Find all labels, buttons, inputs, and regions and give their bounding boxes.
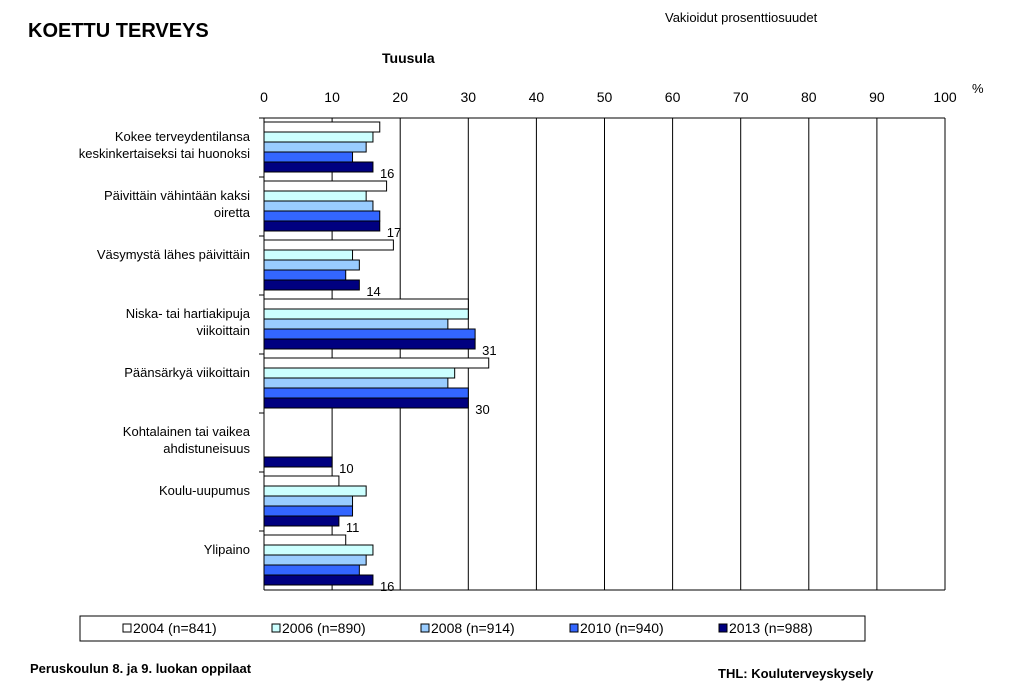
note: Vakioidut prosenttiosuudet: [665, 10, 818, 25]
bar: [263, 279, 360, 291]
data-label: 16: [380, 579, 394, 594]
bar: [263, 210, 381, 222]
data-label: 16: [380, 166, 394, 181]
bar: [263, 151, 354, 163]
x-tick-label: 10: [324, 89, 340, 105]
category-label: Koulu-uupumus: [158, 483, 250, 498]
legend-label: 2013 (n=988): [729, 620, 813, 636]
legend-box: [79, 615, 866, 642]
bar: [263, 377, 449, 389]
chart-title: KOETTU TERVEYS: [28, 20, 209, 42]
x-tick-label: 30: [461, 89, 477, 105]
category-label: Väsymystä lähes päivittäin: [96, 247, 250, 262]
legend-label: 2004 (n=841): [133, 620, 217, 636]
category-label: Kokee terveydentilansa keskinkertaiseksi…: [78, 129, 250, 161]
data-label: 14: [366, 284, 380, 299]
x-tick-label: 90: [869, 89, 885, 105]
axis-unit: %: [972, 81, 984, 96]
x-tick-label: 70: [733, 89, 749, 105]
category-label: Niska- tai hartiakipuja viikoittain: [125, 306, 250, 338]
bar: [263, 475, 340, 487]
x-tick-label: 60: [665, 89, 681, 105]
legend-swatch: [122, 623, 132, 633]
bar: [263, 190, 367, 202]
data-label: 10: [339, 461, 353, 476]
bar: [263, 357, 490, 369]
bar: [263, 308, 469, 320]
bar: [263, 220, 381, 232]
bar: [263, 200, 374, 212]
bar: [263, 180, 388, 192]
legend-label: 2008 (n=914): [431, 620, 515, 636]
bar: [263, 544, 374, 556]
data-label: 17: [387, 225, 401, 240]
bar: [263, 387, 469, 399]
footer-right: THL: Kouluterveyskysely: [718, 666, 874, 681]
x-tick-label: 80: [801, 89, 817, 105]
category-label: Kohtalainen tai vaikea ahdistuneisuus: [122, 424, 250, 456]
bar: [263, 574, 374, 586]
bar: [263, 367, 456, 379]
legend-swatch: [718, 623, 728, 633]
bar: [263, 515, 340, 527]
bar: [263, 269, 347, 281]
x-tick-label: 100: [933, 89, 957, 105]
bar: [263, 318, 449, 330]
bar: [263, 495, 354, 507]
category-label: Päänsärkyä viikoittain: [124, 365, 250, 380]
legend-swatch: [420, 623, 430, 633]
category-label: Ylipaino: [203, 542, 250, 557]
x-tick-label: 50: [597, 89, 613, 105]
bar: [263, 397, 469, 409]
data-label: 31: [482, 343, 496, 358]
bar: [263, 505, 354, 517]
data-label: 30: [475, 402, 489, 417]
bar: [263, 554, 367, 566]
legend-label: 2010 (n=940): [580, 620, 664, 636]
bar: [263, 534, 347, 546]
bar: [263, 131, 374, 143]
subtitle: Tuusula: [382, 50, 435, 66]
bar: [263, 485, 367, 497]
bar: [263, 121, 381, 133]
footer-left: Peruskoulun 8. ja 9. luokan oppilaat: [30, 661, 252, 676]
category-label: Päivittäin vähintään kaksi oiretta: [104, 188, 250, 220]
bar: [263, 298, 469, 310]
x-tick-label: 40: [529, 89, 545, 105]
x-tick-label: 20: [392, 89, 408, 105]
bar: [263, 456, 333, 468]
legend-swatch: [271, 623, 281, 633]
bar: [263, 239, 394, 251]
data-label: 11: [346, 520, 360, 535]
bar: [263, 141, 367, 153]
bar: [263, 328, 476, 340]
x-tick-label: 0: [260, 89, 268, 105]
legend-swatch: [569, 623, 579, 633]
bar: [263, 249, 354, 261]
bar: [263, 338, 476, 350]
bar: [263, 259, 360, 271]
bar: [263, 161, 374, 173]
legend-label: 2006 (n=890): [282, 620, 366, 636]
bar: [263, 564, 360, 576]
